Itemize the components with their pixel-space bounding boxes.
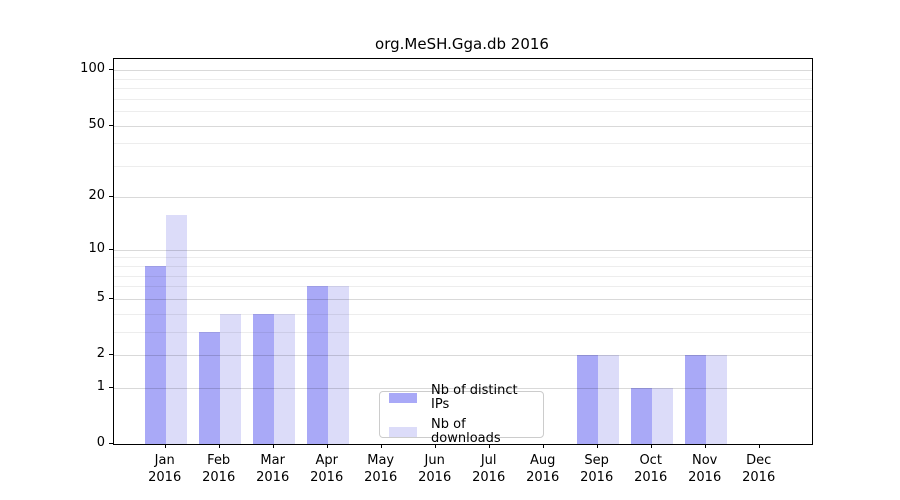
y-tick-mark-100 <box>109 69 113 71</box>
gridline-major-1 <box>114 387 812 389</box>
x-tick-mark-sep <box>596 444 598 448</box>
bar-distinct-ips-mar <box>252 313 274 444</box>
legend-swatch-downloads-icon <box>389 426 417 437</box>
x-tick-mark-apr <box>326 444 328 448</box>
y-tick-label-0: 0 <box>96 435 105 450</box>
y-tick-label-2: 2 <box>96 346 105 361</box>
x-tick-label-dec: Dec 2016 <box>742 453 776 485</box>
bar-downloads-feb <box>219 313 241 444</box>
x-tick-mark-feb <box>218 444 220 448</box>
x-tick-label-jan: Jan 2016 <box>148 453 182 485</box>
gridline-minor-40 <box>114 143 812 145</box>
gridline-minor-3 <box>114 331 812 333</box>
x-tick-label-jun: Jun 2016 <box>418 453 452 485</box>
gridline-minor-80 <box>114 88 812 90</box>
gridline-minor-4 <box>114 313 812 315</box>
y-tick-label-100: 100 <box>80 61 105 77</box>
gridline-major-50 <box>114 125 812 127</box>
bar-downloads-apr <box>327 286 349 444</box>
gridline-minor-60 <box>114 111 812 113</box>
bar-distinct-ips-apr <box>306 286 328 444</box>
gridline-minor-90 <box>114 78 812 80</box>
bar-distinct-ips-oct <box>630 387 652 444</box>
bar-downloads-nov <box>705 355 727 444</box>
legend-swatch-distinct-ips-icon <box>389 392 417 403</box>
gridline-minor-9 <box>114 257 812 259</box>
x-tick-mark-jan <box>164 444 166 448</box>
x-tick-label-mar: Mar 2016 <box>256 453 290 485</box>
y-tick-mark-50 <box>109 124 113 126</box>
y-tick-label-50: 50 <box>88 116 105 132</box>
x-tick-label-may: May 2016 <box>364 453 398 485</box>
bar-downloads-sep <box>597 355 619 444</box>
x-tick-mark-jul <box>488 444 490 448</box>
y-tick-mark-10 <box>109 248 113 250</box>
x-tick-mark-jun <box>434 444 436 448</box>
x-tick-label-jul: Jul 2016 <box>472 453 506 485</box>
x-tick-mark-nov <box>704 444 706 448</box>
x-tick-mark-oct <box>650 444 652 448</box>
bar-distinct-ips-sep <box>576 355 598 444</box>
x-tick-label-oct: Oct 2016 <box>634 453 668 485</box>
gridline-major-10 <box>114 249 812 251</box>
bar-downloads-oct <box>651 387 673 444</box>
legend-item-downloads: Nb of downloads <box>389 416 534 446</box>
x-tick-mark-dec <box>758 444 760 448</box>
gridline-minor-8 <box>114 266 812 268</box>
y-tick-mark-2 <box>109 354 113 355</box>
y-tick-label-10: 10 <box>88 240 105 256</box>
bar-downloads-jan <box>165 214 187 444</box>
bar-distinct-ips-jan <box>144 266 166 444</box>
y-tick-mark-20 <box>109 196 113 198</box>
gridline-major-100 <box>114 70 812 72</box>
legend-label-distinct-ips: Nb of distinct IPs <box>431 382 518 412</box>
x-tick-mark-may <box>380 444 382 448</box>
gridline-major-2 <box>114 355 812 356</box>
x-tick-label-aug: Aug 2016 <box>526 453 560 485</box>
gridline-minor-6 <box>114 286 812 288</box>
chart-title: org.MeSH.Gga.db 2016 <box>375 35 549 53</box>
gridline-major-5 <box>114 298 812 300</box>
x-tick-mark-aug <box>542 444 544 448</box>
x-tick-mark-mar <box>272 444 274 448</box>
gridline-minor-30 <box>114 165 812 167</box>
x-tick-label-nov: Nov 2016 <box>688 453 722 485</box>
legend: Nb of distinct IPs Nb of downloads <box>379 383 544 445</box>
plot-area <box>113 58 813 445</box>
gridline-minor-70 <box>114 98 812 100</box>
y-tick-label-1: 1 <box>96 378 105 394</box>
y-tick-label-20: 20 <box>88 188 105 204</box>
gridline-minor-7 <box>114 275 812 277</box>
legend-item-distinct-ips: Nb of distinct IPs <box>389 382 534 412</box>
x-tick-label-feb: Feb 2016 <box>202 453 236 485</box>
bar-distinct-ips-nov <box>684 355 706 444</box>
bar-downloads-mar <box>273 313 295 444</box>
x-tick-label-apr: Apr 2016 <box>310 453 344 485</box>
legend-label-downloads: Nb of downloads <box>431 416 501 446</box>
y-tick-mark-0 <box>109 443 113 444</box>
y-tick-label-5: 5 <box>96 289 105 305</box>
bar-distinct-ips-feb <box>198 331 220 444</box>
y-tick-mark-1 <box>109 386 113 388</box>
y-tick-mark-5 <box>109 297 113 299</box>
x-tick-label-sep: Sep 2016 <box>580 453 614 485</box>
gridline-major-20 <box>114 197 812 199</box>
